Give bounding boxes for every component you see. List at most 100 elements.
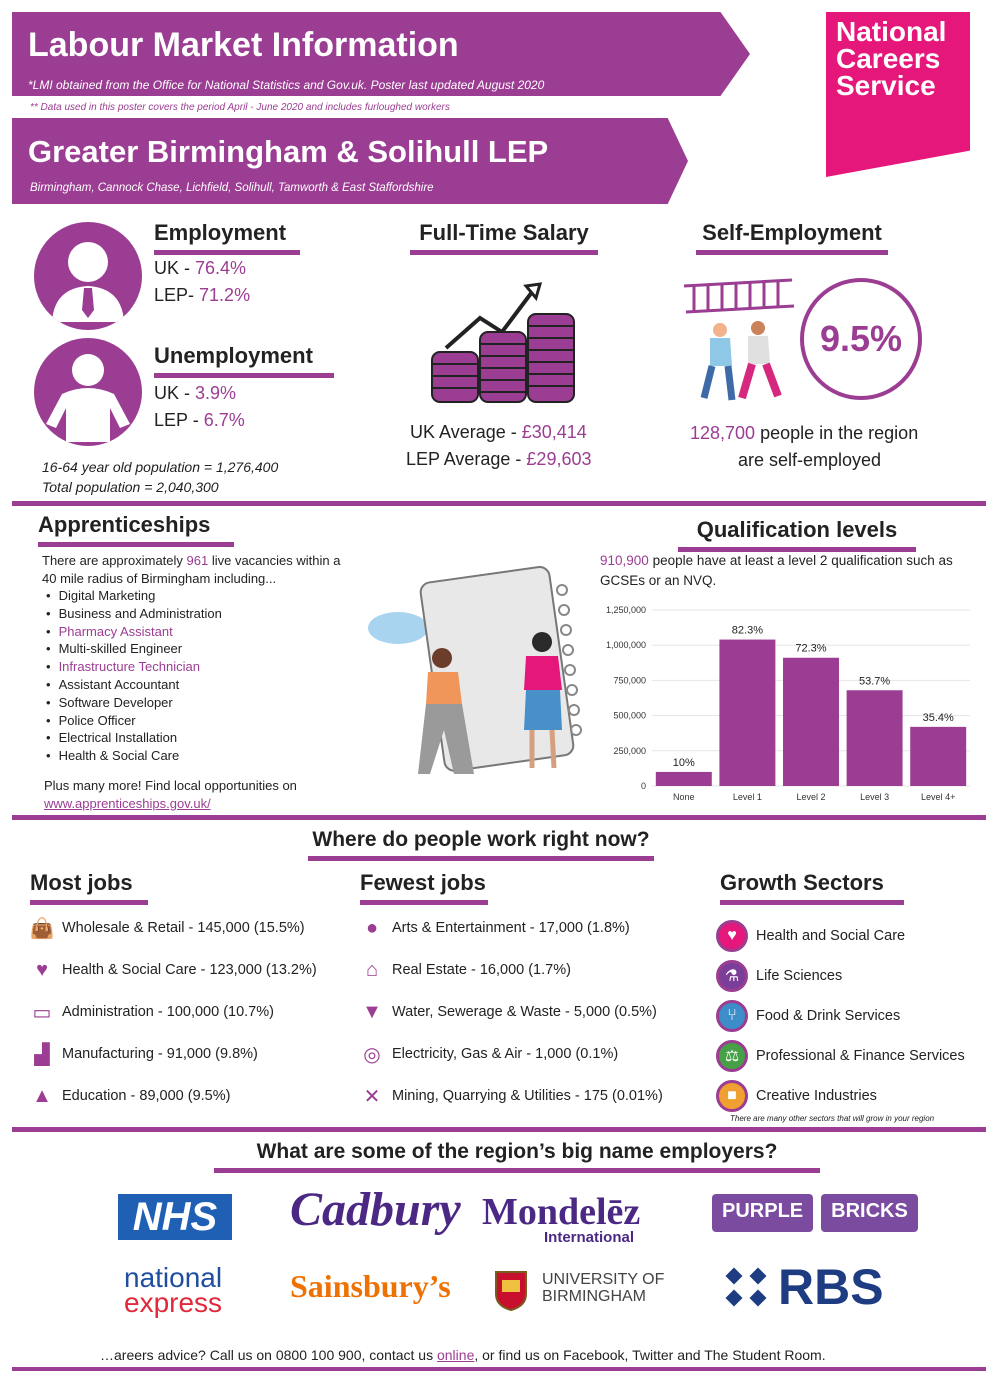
salary-uk-value: £30,414 bbox=[521, 422, 587, 442]
y-tick-label: 500,000 bbox=[613, 711, 646, 721]
rbs-daisy-icon bbox=[725, 1267, 767, 1307]
footer-text: …areers advice? Call us on 0800 100 900,… bbox=[100, 1347, 826, 1363]
employment-lep-value: 71.2% bbox=[199, 285, 251, 305]
data-label: 53.7% bbox=[859, 675, 890, 687]
divider bbox=[12, 1367, 986, 1371]
employment-heading: Employment bbox=[154, 220, 300, 255]
contact-online-link[interactable]: online bbox=[436, 1347, 475, 1363]
apprenticeship-item: Digital Marketing bbox=[42, 587, 222, 605]
job-label: Life Sciences bbox=[756, 968, 843, 984]
bar-level-1 bbox=[719, 639, 776, 786]
job-row: ⚖ Professional & Finance Services bbox=[716, 1040, 965, 1072]
heartbeat-icon: ♥ bbox=[716, 920, 748, 952]
y-tick-label: 0 bbox=[641, 781, 646, 791]
self-employment-text: people in the region bbox=[755, 423, 919, 443]
camera-icon: ■ bbox=[716, 1080, 748, 1112]
laptop-icon: ▭ bbox=[32, 1001, 52, 1024]
coins-growth-icon bbox=[431, 282, 575, 403]
employment-lep-label: LEP- bbox=[154, 285, 200, 305]
people-carrying-ladder-icon bbox=[683, 278, 795, 401]
rbs-logo: RBS bbox=[778, 1259, 884, 1315]
y-tick-label: 1,000,000 bbox=[606, 640, 646, 650]
employment-lep: LEP- 71.2% bbox=[154, 285, 250, 306]
apprenticeship-item: Infrastructure Technician bbox=[42, 658, 222, 676]
region-subtitle: Birmingham, Cannock Chase, Lichfield, So… bbox=[30, 182, 434, 194]
notebook-illustration bbox=[368, 566, 582, 774]
purplebricks-part: BRICKS bbox=[821, 1194, 918, 1232]
university-birmingham-logo-line2: BIRMINGHAM bbox=[542, 1288, 646, 1305]
job-label: Water, Sewerage & Waste - 5,000 (0.5%) bbox=[392, 1004, 657, 1020]
job-label: Health and Social Care bbox=[756, 928, 906, 944]
employment-uk-value: 76.4% bbox=[195, 258, 247, 278]
job-label: Administration - 100,000 (10.7%) bbox=[62, 1004, 274, 1020]
x-tick-label: None bbox=[673, 792, 695, 802]
apprenticeship-item: Electrical Installation bbox=[42, 729, 222, 747]
growth-note: There are many other sectors that will g… bbox=[730, 1114, 935, 1123]
apprenticeship-item: Multi-skilled Engineer bbox=[42, 640, 222, 658]
salary-lep: LEP Average - £29,603 bbox=[406, 449, 592, 470]
apprenticeship-item: Assistant Accountant bbox=[42, 676, 222, 694]
qualified-text: people have at least a level 2 qualifica… bbox=[648, 553, 953, 568]
apprenticeships-intro: There are approximately 961 live vacanci… bbox=[42, 553, 340, 568]
intro-text: There are approximately bbox=[42, 553, 187, 568]
more-opportunities: Plus many more! Find local opportunities… bbox=[44, 778, 297, 793]
unemployment-heading: Unemployment bbox=[154, 343, 334, 378]
qualifications-text: 910,900 people have at least a level 2 q… bbox=[600, 553, 953, 568]
job-label: Health & Social Care - 123,000 (13.2%) bbox=[62, 962, 317, 978]
x-tick-label: Level 3 bbox=[860, 792, 889, 802]
tools-icon: ✕ bbox=[363, 1085, 381, 1108]
apprenticeship-item: Software Developer bbox=[42, 694, 222, 712]
growth-sectors-heading: Growth Sectors bbox=[720, 870, 904, 905]
bar-none bbox=[655, 771, 712, 786]
house-icon: ⌂ bbox=[365, 958, 379, 981]
employers-heading: What are some of the region’s big name e… bbox=[214, 1140, 820, 1173]
employment-uk-label: UK - bbox=[154, 258, 196, 278]
job-row: ⌂ Real Estate - 16,000 (1.7%) bbox=[360, 958, 571, 982]
salary-uk-label: UK Average - bbox=[410, 422, 522, 442]
job-label: Electricity, Gas & Air - 1,000 (0.1%) bbox=[392, 1046, 619, 1062]
ncs-logo-text: National Careers Service bbox=[836, 16, 947, 101]
shopping-bag-icon: 👜 bbox=[29, 917, 55, 940]
divider bbox=[12, 1127, 986, 1132]
salary-lep-label: LEP Average - bbox=[406, 449, 527, 469]
total-population: Total population = 2,040,300 bbox=[42, 479, 219, 495]
qualification-chart: 1,250,000 1,000,000 750,000 500,000 250,000 0… bbox=[606, 605, 970, 802]
mondelez-international: International bbox=[544, 1229, 635, 1246]
person-icon bbox=[34, 338, 142, 446]
x-tick-label: Level 2 bbox=[796, 792, 825, 802]
university-birmingham-logo: UNIVERSITY OF bbox=[542, 1271, 665, 1288]
title-banner: Labour Market Information *LMI obtained … bbox=[12, 12, 750, 96]
self-employment-text2: are self-employed bbox=[738, 450, 882, 470]
cadbury-logo: Cadbury bbox=[290, 1183, 461, 1236]
job-row: ● Arts & Entertainment - 17,000 (1.8%) bbox=[360, 916, 630, 940]
job-row: 👜 Wholesale & Retail - 145,000 (15.5%) bbox=[30, 916, 305, 940]
job-row: ♥ Health & Social Care - 123,000 (13.2%) bbox=[30, 958, 317, 982]
salary-lep-value: £29,603 bbox=[526, 449, 592, 469]
data-label: 10% bbox=[673, 757, 695, 769]
nhs-logo: NHS bbox=[118, 1194, 232, 1240]
factory-icon: ▟ bbox=[34, 1043, 50, 1066]
apprenticeships-link[interactable]: www.apprenticeships.gov.uk/ bbox=[44, 796, 211, 811]
job-row: ▭ Administration - 100,000 (10.7%) bbox=[30, 1000, 274, 1024]
apprenticeship-item: Police Officer bbox=[42, 712, 222, 730]
divider bbox=[12, 815, 986, 820]
bar-level-4- bbox=[910, 726, 967, 786]
unemployment-uk: UK - 3.9% bbox=[154, 383, 236, 404]
national-express-logo-top: national bbox=[124, 1262, 223, 1293]
job-label: Education - 89,000 (9.5%) bbox=[62, 1088, 231, 1104]
footer-text-a: …areers advice? Call us on 0800 100 900,… bbox=[100, 1347, 437, 1363]
intro-text: live vacancies within a bbox=[208, 553, 341, 568]
job-row: ♥ Health and Social Care bbox=[716, 920, 905, 952]
job-label: Food & Drink Services bbox=[756, 1008, 901, 1024]
data-label: 35.4% bbox=[923, 712, 954, 724]
cutlery-icon: ⑂ bbox=[716, 1000, 748, 1032]
unemployment-lep-value: 6.7% bbox=[203, 410, 245, 430]
job-row: ◎ Electricity, Gas & Air - 1,000 (0.1%) bbox=[360, 1042, 618, 1066]
job-label: Real Estate - 16,000 (1.7%) bbox=[392, 962, 571, 978]
mondelez-logo: Mondelēz bbox=[482, 1191, 641, 1233]
job-label: Arts & Entertainment - 17,000 (1.8%) bbox=[392, 920, 630, 936]
fewest-jobs-heading: Fewest jobs bbox=[360, 870, 488, 905]
x-tick-label: Level 4+ bbox=[921, 792, 955, 802]
source-note: *LMI obtained from the Office for Nation… bbox=[28, 78, 545, 92]
footer-text-b: , or find us on Facebook, Twitter and Th… bbox=[474, 1347, 826, 1363]
